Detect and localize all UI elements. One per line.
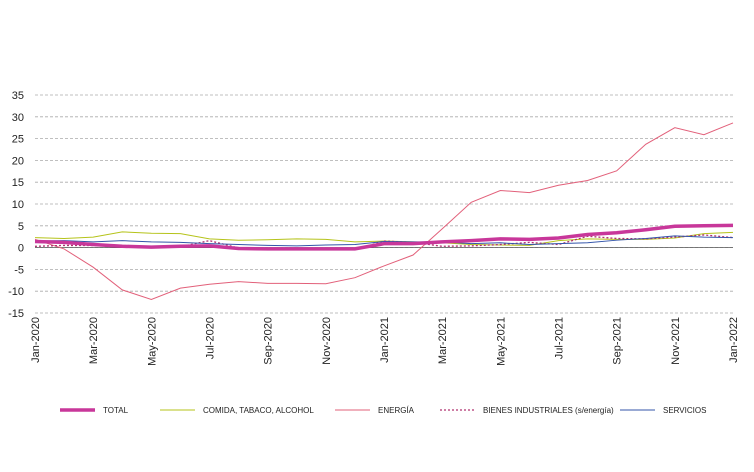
x-tick-label: May-2020 [146, 317, 158, 366]
y-tick-label: 25 [12, 134, 24, 146]
legend-label: SERVICIOS [663, 406, 706, 415]
y-tick-label: 30 [12, 112, 24, 124]
legend-label: BIENES INDUSTRIALES (s/energía) [483, 406, 614, 415]
x-tick-label: Nov-2020 [321, 317, 333, 365]
y-tick-label: -15 [8, 308, 24, 320]
x-tick-label: Jan-2021 [379, 317, 391, 363]
x-tick-label: Jul-2020 [205, 317, 217, 359]
series-line [34, 235, 734, 247]
series-line [34, 223, 734, 251]
y-tick-label: -5 [14, 264, 24, 276]
series-line [34, 122, 734, 301]
x-tick-label: Nov-2021 [670, 317, 682, 365]
y-tick-label: 35 [12, 90, 24, 102]
x-tick-label: Jul-2021 [554, 317, 566, 359]
y-tick-label: -10 [8, 286, 24, 298]
x-tick-label: Mar-2021 [437, 317, 449, 364]
x-tick-label: Mar-2020 [88, 317, 100, 364]
x-tick-label: May-2021 [495, 317, 507, 366]
legend-label: TOTAL [103, 406, 129, 415]
y-tick-label: 0 [18, 243, 24, 255]
x-tick-label: Jan-2022 [728, 317, 740, 363]
y-tick-label: 15 [12, 177, 24, 189]
x-tick-label: Sep-2020 [263, 317, 275, 365]
x-tick-label: Sep-2021 [612, 317, 624, 365]
x-tick-label: Jan-2020 [30, 317, 42, 363]
y-tick-label: 5 [18, 221, 24, 233]
legend-label: ENERGÍA [378, 406, 415, 415]
legend-label: COMIDA, TABACO, ALCOHOL [203, 406, 314, 415]
y-tick-label: 10 [12, 199, 24, 211]
y-tick-label: 20 [12, 155, 24, 167]
